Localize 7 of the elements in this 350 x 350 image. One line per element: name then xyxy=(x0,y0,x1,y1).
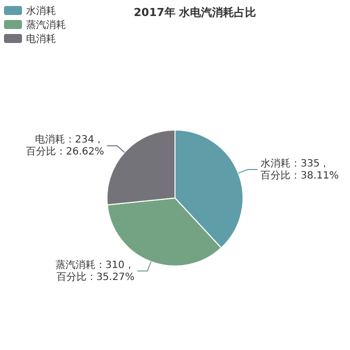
legend-label: 电消耗 xyxy=(26,33,56,45)
data-label: 蒸汽消耗：310，百分比：35.27% xyxy=(55,258,134,283)
legend-label: 水消耗 xyxy=(26,5,56,17)
legend-label: 蒸汽消耗 xyxy=(26,19,66,31)
chart-title: 2017年 水电汽消耗占比 xyxy=(134,6,256,19)
data-label: 电消耗：234，百分比：26.62% xyxy=(26,134,104,158)
data-label: 水消耗：335，百分比：38.11% xyxy=(260,158,339,182)
